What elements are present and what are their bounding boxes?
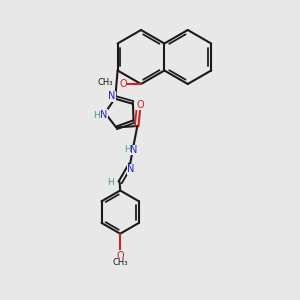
Text: N: N [130, 145, 137, 155]
Text: H: H [106, 178, 113, 187]
Text: CH₃: CH₃ [98, 78, 113, 87]
Text: N: N [108, 91, 116, 101]
Text: O: O [119, 79, 127, 89]
Text: N: N [127, 164, 134, 175]
Text: H: H [93, 111, 100, 120]
Text: N: N [100, 110, 107, 119]
Text: O: O [136, 100, 144, 110]
Text: CH₃: CH₃ [112, 258, 128, 267]
Text: H: H [124, 146, 130, 154]
Text: O: O [116, 250, 124, 261]
